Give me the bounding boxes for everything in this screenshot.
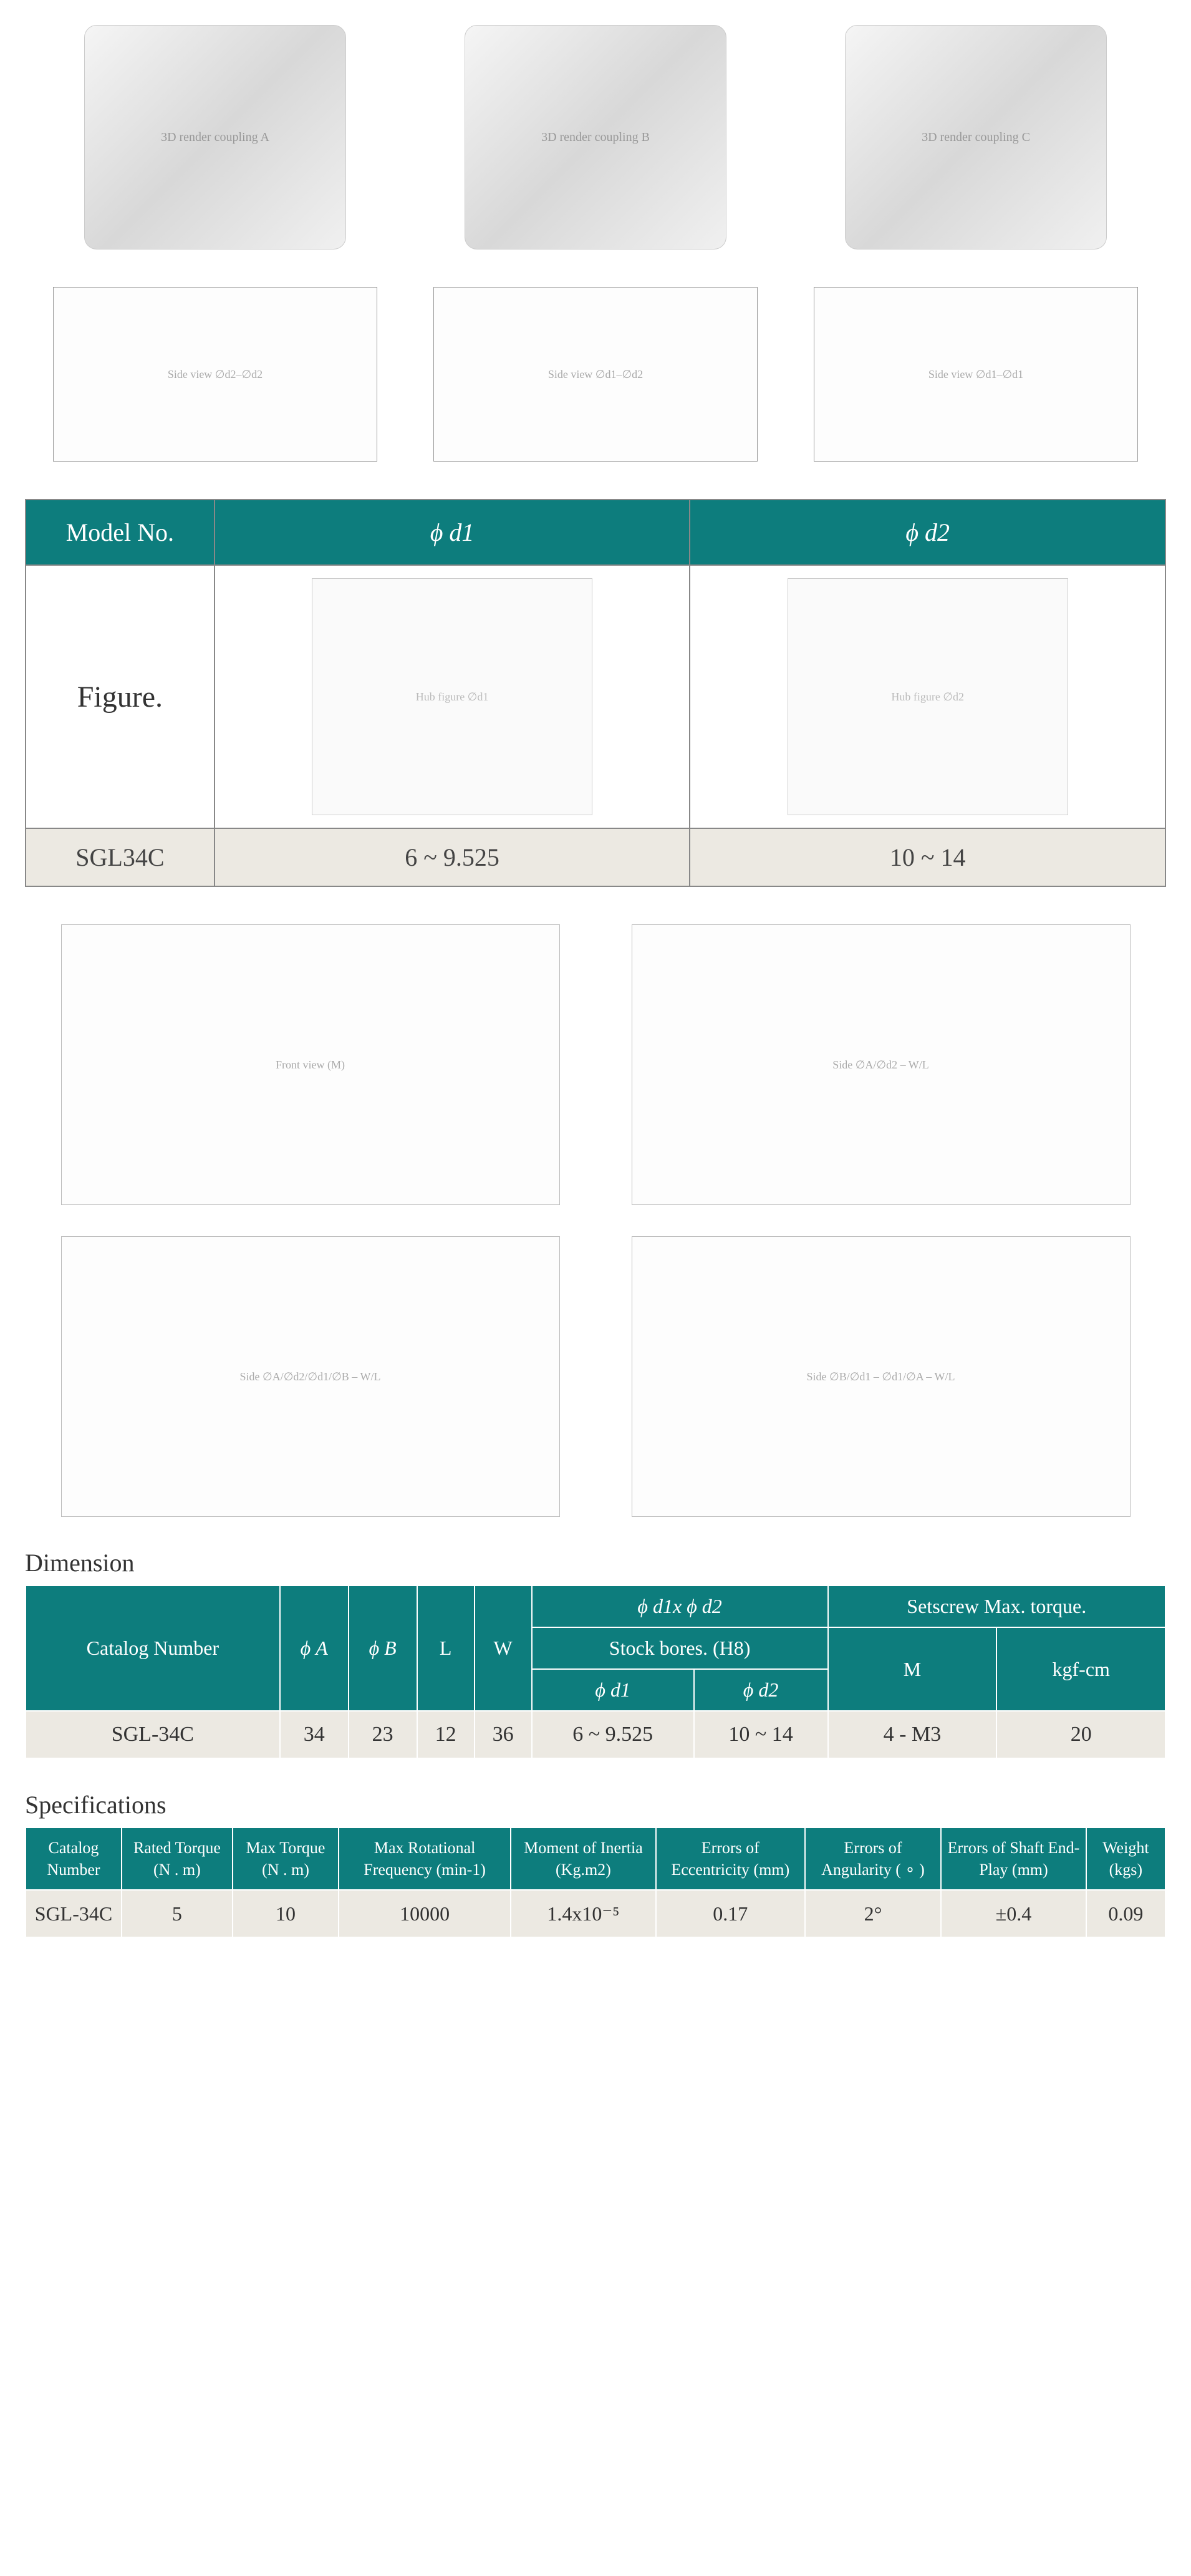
header-model: Model No. bbox=[26, 500, 215, 565]
dimension-table: Catalog Number ϕ A ϕ B L W ϕ d1x ϕ d2 Se… bbox=[25, 1585, 1166, 1759]
dim-h-phid1: ϕ d1 bbox=[532, 1669, 694, 1711]
spec-ang: 2° bbox=[805, 1890, 942, 1937]
spec-rated: 5 bbox=[122, 1890, 233, 1937]
dim-M: 4 - M3 bbox=[828, 1711, 997, 1758]
specifications-table: Catalog Number Rated Torque (N . m) Max … bbox=[25, 1827, 1166, 1938]
figure-table-data-row: SGL34C 6 ~ 9.525 10 ~ 14 bbox=[26, 828, 1165, 886]
spec-endplay: ±0.4 bbox=[941, 1890, 1086, 1937]
spec-catalog: SGL-34C bbox=[26, 1890, 122, 1937]
dim-diagram-d: Side ∅B/∅d1 – ∅d1/∅A – W/L bbox=[632, 1236, 1131, 1517]
spec-h-rot: Max Rotational Frequency (min-1) bbox=[339, 1828, 511, 1890]
dim-phiB: 23 bbox=[349, 1711, 417, 1758]
render-1: 3D render coupling A bbox=[25, 25, 405, 249]
dim-h-phiB: ϕ B bbox=[349, 1586, 417, 1711]
spec-h-rated: Rated Torque (N . m) bbox=[122, 1828, 233, 1890]
dim-h-d1xd2: ϕ d1x ϕ d2 bbox=[532, 1586, 828, 1627]
spec-h-ecc: Errors of Eccentricity (mm) bbox=[656, 1828, 805, 1890]
dim-h-kgfcm: kgf-cm bbox=[996, 1627, 1165, 1711]
header-d1-text: ϕ d1 bbox=[430, 518, 475, 546]
dim-h-phid2-text: ϕ d2 bbox=[743, 1678, 779, 1701]
spec-h-endplay: Errors of Shaft End-Play (mm) bbox=[941, 1828, 1086, 1890]
dim-h-d1xd2-text: ϕ d1x ϕ d2 bbox=[637, 1595, 721, 1617]
specifications-title: Specifications bbox=[25, 1790, 1166, 1819]
spec-header-row: Catalog Number Rated Torque (N . m) Max … bbox=[26, 1828, 1165, 1890]
header-d2: ϕ d2 bbox=[690, 500, 1165, 565]
spec-data-row: SGL-34C 5 10 10000 1.4x10⁻⁵ 0.17 2° ±0.4… bbox=[26, 1890, 1165, 1937]
spec-ecc: 0.17 bbox=[656, 1890, 805, 1937]
spec-h-inertia: Moment of Inertia (Kg.m2) bbox=[511, 1828, 656, 1890]
side-diagram-2: Side view ∅d1–∅d2 bbox=[405, 287, 786, 462]
dimension-title: Dimension bbox=[25, 1548, 1166, 1577]
dim-h-phiB-text: ϕ B bbox=[369, 1637, 397, 1659]
spec-inertia: 1.4x10⁻⁵ bbox=[511, 1890, 656, 1937]
dim-diagram-a: Front view (M) bbox=[61, 924, 560, 1205]
dim-h-M: M bbox=[828, 1627, 997, 1711]
side-diagram-1: Side view ∅d2–∅d2 bbox=[25, 287, 405, 462]
dim-W: 36 bbox=[475, 1711, 532, 1758]
diagram-image-1: Side view ∅d2–∅d2 bbox=[53, 287, 377, 462]
figure-d1-image: Hub figure ∅d1 bbox=[312, 578, 592, 815]
figure-table: Model No. ϕ d1 ϕ d2 Figure. Hub figure ∅… bbox=[25, 499, 1166, 887]
dim-diagram-c: Side ∅A/∅d2/∅d1/∅B – W/L bbox=[61, 1236, 560, 1517]
figure-label-cell: Figure. bbox=[26, 565, 215, 828]
dim-header-row-1: Catalog Number ϕ A ϕ B L W ϕ d1x ϕ d2 Se… bbox=[26, 1586, 1165, 1627]
spec-rot: 10000 bbox=[339, 1890, 511, 1937]
dim-phid1: 6 ~ 9.525 bbox=[532, 1711, 694, 1758]
render-image-1: 3D render coupling A bbox=[84, 25, 346, 249]
dim-kgfcm: 20 bbox=[996, 1711, 1165, 1758]
spec-h-weight: Weight (kgs) bbox=[1086, 1828, 1165, 1890]
dim-h-stock: Stock bores. (H8) bbox=[532, 1627, 828, 1669]
dim-h-W: W bbox=[475, 1586, 532, 1711]
render-3: 3D render coupling C bbox=[786, 25, 1166, 249]
spec-weight: 0.09 bbox=[1086, 1890, 1165, 1937]
header-d1: ϕ d1 bbox=[215, 500, 690, 565]
figure-d2-cell: Hub figure ∅d2 bbox=[690, 565, 1165, 828]
dim-h-phiA: ϕ A bbox=[280, 1586, 349, 1711]
dim-phid2: 10 ~ 14 bbox=[694, 1711, 828, 1758]
dim-diagram-b: Side ∅A/∅d2 – W/L bbox=[632, 924, 1131, 1205]
side-diagram-3: Side view ∅d1–∅d1 bbox=[786, 287, 1166, 462]
dim-phiA: 34 bbox=[280, 1711, 349, 1758]
dim-h-catalog: Catalog Number bbox=[26, 1586, 280, 1711]
figure-d2-value: 10 ~ 14 bbox=[690, 828, 1165, 886]
figure-table-header: Model No. ϕ d1 ϕ d2 bbox=[26, 500, 1165, 565]
figure-d1-cell: Hub figure ∅d1 bbox=[215, 565, 690, 828]
dim-h-phid1-text: ϕ d1 bbox=[595, 1678, 630, 1701]
render-image-2: 3D render coupling B bbox=[465, 25, 726, 249]
product-renders-row: 3D render coupling A 3D render coupling … bbox=[25, 25, 1166, 249]
dim-h-phiA-text: ϕ A bbox=[301, 1637, 328, 1659]
render-2: 3D render coupling B bbox=[405, 25, 786, 249]
side-diagrams-row: Side view ∅d2–∅d2 Side view ∅d1–∅d2 Side… bbox=[25, 287, 1166, 462]
figure-d1-value: 6 ~ 9.525 bbox=[215, 828, 690, 886]
figure-model-value: SGL34C bbox=[26, 828, 215, 886]
dim-h-L: L bbox=[417, 1586, 475, 1711]
header-d2-text: ϕ d2 bbox=[905, 518, 950, 546]
spec-h-catalog: Catalog Number bbox=[26, 1828, 122, 1890]
dimension-diagrams-row-1: Front view (M) Side ∅A/∅d2 – W/L bbox=[25, 924, 1166, 1205]
spec-max: 10 bbox=[233, 1890, 339, 1937]
dimension-diagrams-row-2: Side ∅A/∅d2/∅d1/∅B – W/L Side ∅B/∅d1 – ∅… bbox=[25, 1236, 1166, 1517]
diagram-image-2: Side view ∅d1–∅d2 bbox=[433, 287, 758, 462]
spec-h-ang: Errors of Angularity ( ∘ ) bbox=[805, 1828, 942, 1890]
render-image-3: 3D render coupling C bbox=[845, 25, 1107, 249]
dim-h-setscrew: Setscrew Max. torque. bbox=[828, 1586, 1165, 1627]
spec-h-max: Max Torque (N . m) bbox=[233, 1828, 339, 1890]
dim-catalog: SGL-34C bbox=[26, 1711, 280, 1758]
figure-table-figrow: Figure. Hub figure ∅d1 Hub figure ∅d2 bbox=[26, 565, 1165, 828]
diagram-image-3: Side view ∅d1–∅d1 bbox=[814, 287, 1138, 462]
figure-d2-image: Hub figure ∅d2 bbox=[788, 578, 1068, 815]
dim-h-phid2: ϕ d2 bbox=[694, 1669, 828, 1711]
dim-L: 12 bbox=[417, 1711, 475, 1758]
dim-data-row: SGL-34C 34 23 12 36 6 ~ 9.525 10 ~ 14 4 … bbox=[26, 1711, 1165, 1758]
